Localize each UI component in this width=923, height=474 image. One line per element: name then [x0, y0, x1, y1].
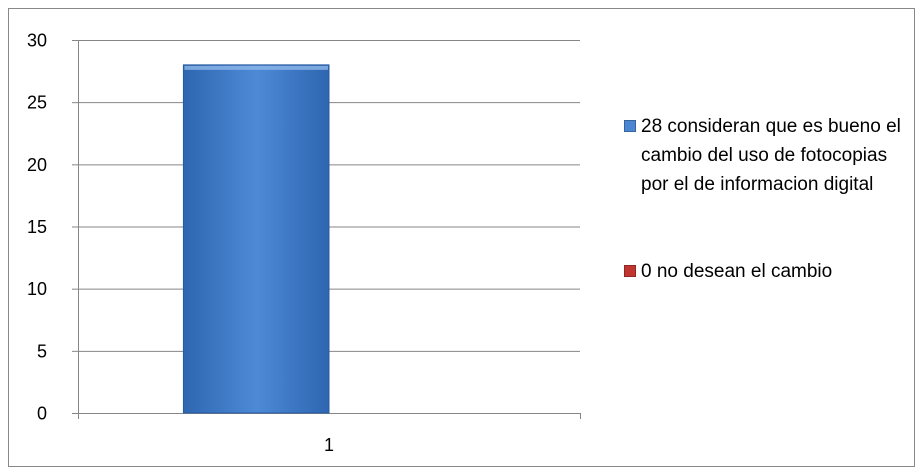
tick-labels: 0 5 10 15 20 25 30 1	[27, 31, 334, 456]
y-tick-label: 15	[27, 217, 47, 237]
y-tick-label: 0	[37, 404, 47, 424]
legend-label: 28 consideran que es bueno el cambio del…	[641, 116, 901, 195]
bar-series-1	[182, 64, 330, 414]
y-tick-label: 25	[27, 93, 47, 113]
legend-swatch	[624, 265, 636, 277]
x-tick-label: 1	[324, 435, 334, 455]
y-tick-label: 5	[37, 341, 47, 361]
chart-border	[8, 8, 915, 467]
bar-bevel-1	[184, 65, 328, 70]
legend-label: 0 no desean el cambio	[641, 261, 833, 282]
y-tick-label: 10	[27, 279, 47, 299]
legend-item: 28 consideran que es bueno el cambio del…	[624, 112, 906, 199]
y-tick-label: 30	[27, 31, 47, 51]
y-tick-label: 20	[27, 155, 47, 175]
legend-swatch	[624, 120, 636, 132]
legend-item: 0 no desean el cambio	[624, 257, 906, 286]
bars	[182, 64, 330, 414]
